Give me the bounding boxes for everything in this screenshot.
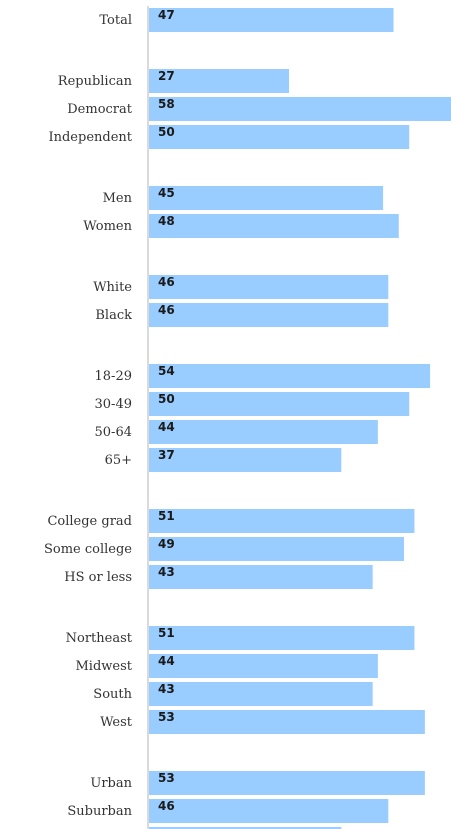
category-label: 65+	[105, 453, 132, 468]
category-label: Republican	[58, 74, 133, 89]
value-label: 50	[158, 392, 175, 406]
bar	[149, 303, 389, 327]
category-label: Northeast	[66, 631, 133, 646]
category-label: Midwest	[75, 659, 132, 674]
value-label: 53	[158, 771, 175, 785]
value-label: 58	[158, 97, 175, 111]
bar	[149, 654, 378, 678]
value-label: 44	[158, 420, 175, 434]
category-label: West	[100, 715, 133, 730]
bar	[149, 710, 425, 734]
bar	[149, 392, 410, 416]
bar	[149, 799, 389, 823]
value-label: 50	[158, 125, 175, 139]
category-label: Black	[95, 308, 132, 323]
value-label: 44	[158, 654, 175, 668]
value-label: 37	[158, 827, 175, 829]
category-label: White	[93, 280, 132, 295]
value-label: 46	[158, 799, 175, 813]
category-label: Democrat	[67, 102, 133, 117]
value-label: 46	[158, 275, 175, 289]
value-label: 49	[158, 537, 175, 551]
bar	[149, 565, 373, 589]
bar	[149, 509, 415, 533]
category-label: 50-64	[95, 425, 132, 440]
bar	[149, 275, 389, 299]
value-label: 43	[158, 565, 175, 579]
category-label: Men	[103, 191, 133, 206]
bar	[149, 364, 431, 388]
category-label: Total	[99, 13, 132, 28]
value-label: 27	[158, 69, 175, 83]
bar	[149, 125, 410, 149]
category-label: 30-49	[95, 397, 132, 412]
value-label: 45	[158, 186, 175, 200]
bar	[149, 448, 342, 472]
category-label: Urban	[90, 776, 132, 791]
value-label: 53	[158, 710, 175, 724]
bar	[149, 537, 404, 561]
value-label: 46	[158, 303, 175, 317]
bar	[149, 69, 290, 93]
value-label: 43	[158, 682, 175, 696]
bar	[149, 8, 394, 32]
bar	[149, 626, 415, 650]
value-label: 51	[158, 509, 175, 523]
bar	[149, 682, 373, 706]
value-label: 47	[158, 8, 175, 22]
category-label: South	[93, 687, 132, 702]
category-label: HS or less	[64, 570, 132, 585]
value-label: 48	[158, 214, 175, 228]
chart-rows: Total 47 Republican 27 Democrat 58 Independent…	[44, 8, 451, 829]
bar	[149, 771, 425, 795]
bar	[149, 827, 342, 829]
category-label: Independent	[48, 130, 132, 145]
bar	[149, 97, 451, 121]
bar	[149, 186, 384, 210]
value-label: 54	[158, 364, 175, 378]
category-label: Suburban	[67, 804, 132, 819]
bar	[149, 214, 399, 238]
category-label: Some college	[44, 542, 132, 557]
value-label: 51	[158, 626, 175, 640]
category-label: Women	[83, 219, 132, 234]
bar	[149, 420, 378, 444]
category-label: College grad	[47, 514, 132, 529]
category-label: 18-29	[95, 369, 132, 384]
value-label: 37	[158, 448, 175, 462]
